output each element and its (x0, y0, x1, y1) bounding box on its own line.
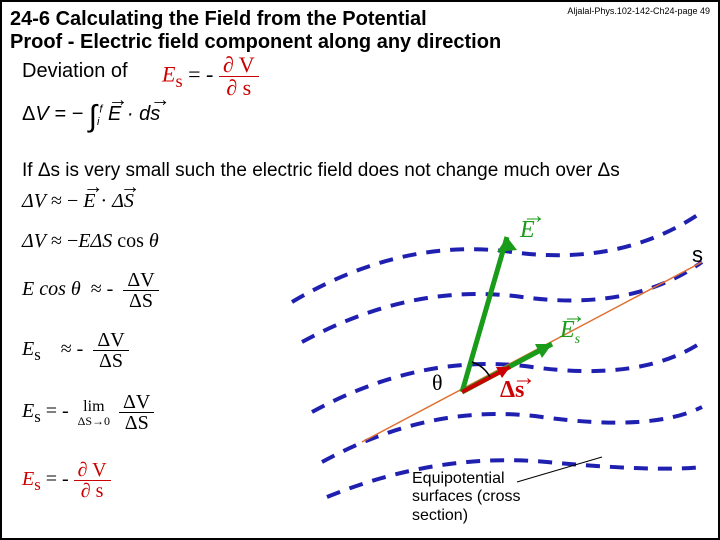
eq6-lhs: E (22, 468, 34, 490)
eq-approx-1: ΔV ≈ − E→ · ΔS→ (22, 190, 134, 213)
eq5-lim-bot: ΔS→0 (74, 415, 114, 427)
eq5-num: ΔV (119, 392, 154, 413)
eq5-mid: = - (46, 400, 74, 422)
section-title: 24-6 Calculating the Field from the Pote… (10, 8, 501, 54)
eq3-den: ΔS (123, 291, 158, 311)
eq4-lhs: E (22, 338, 34, 360)
eq-es-limit: Es = - lim ΔS→0 ΔV ΔS (22, 392, 154, 433)
eq-es-approx: Es ≈ - ΔV ΔS (22, 330, 129, 371)
eq3-lhs: E cos θ (22, 278, 81, 300)
eq-es-final: Es = - ∂ V ∂ s (22, 460, 111, 501)
caption-connector (517, 457, 602, 482)
eq6-num: ∂ V (74, 460, 111, 481)
eq4-frac: ΔV ΔS (93, 330, 128, 371)
eq-approx-2: ΔV ≈ −EΔS cos θ (22, 230, 159, 253)
eq6-den: ∂ s (74, 481, 111, 501)
eq5-sub: s (34, 407, 40, 426)
eq-ecos: E cos θ ≈ - ΔV ΔS (22, 270, 159, 311)
ds-vector-label: →Δs (500, 377, 524, 404)
eq4-approx: ≈ - (61, 338, 84, 360)
caption-l3: section) (412, 507, 520, 525)
eq-mid: = - (188, 62, 219, 87)
equipotential-caption: Equipotential surfaces (cross section) (412, 470, 520, 525)
eq5-lim-top: lim (74, 399, 114, 415)
eq-den: ∂ s (219, 77, 259, 99)
caption-l1: Equipotential (412, 470, 520, 488)
deviation-equation: Es = - ∂ V ∂ s (162, 54, 259, 99)
eq-frac: ∂ V ∂ s (219, 54, 259, 99)
s-axis-label: s (692, 242, 703, 268)
condition-text: If Δs is very small such the electric fi… (22, 160, 620, 182)
field-diagram: s →E →Es →Δs θ Equipotential surfaces (c… (272, 192, 712, 532)
eq3-frac: ΔV ΔS (123, 270, 158, 311)
es-vector-label: →Es (560, 317, 580, 348)
page-reference: Aljalal-Phys.102-142-Ch24-page 49 (567, 6, 710, 16)
caption-l2: surfaces (cross (412, 488, 520, 506)
deviation-label: Deviation of (22, 60, 128, 83)
title-line-1: 24-6 Calculating the Field from the Pote… (10, 8, 501, 31)
eq3-approx: ≈ - (91, 278, 114, 300)
eq5-lhs: E (22, 400, 34, 422)
eq6-mid: = - (46, 468, 74, 490)
eq6-sub: s (34, 475, 40, 494)
eq-sub: s (175, 71, 182, 91)
eq-num: ∂ V (219, 54, 259, 77)
eq5-lim: lim ΔS→0 (74, 399, 114, 427)
eq4-sub: s (34, 345, 40, 364)
eq5-den: ΔS (119, 413, 154, 433)
theta-label: θ (432, 370, 443, 396)
eq4-den: ΔS (93, 351, 128, 371)
integral-equation: ΔV = − ∫if E→ · ds→ (22, 100, 160, 134)
equipotential-lines (292, 212, 702, 497)
eq5-frac: ΔV ΔS (119, 392, 154, 433)
e-vector-label: →E (520, 217, 535, 244)
title-line-2: Proof - Electric field component along a… (10, 31, 501, 54)
eq-lhs: E (162, 62, 175, 87)
eq3-num: ΔV (123, 270, 158, 291)
eq6-frac: ∂ V ∂ s (74, 460, 111, 501)
eq4-num: ΔV (93, 330, 128, 351)
